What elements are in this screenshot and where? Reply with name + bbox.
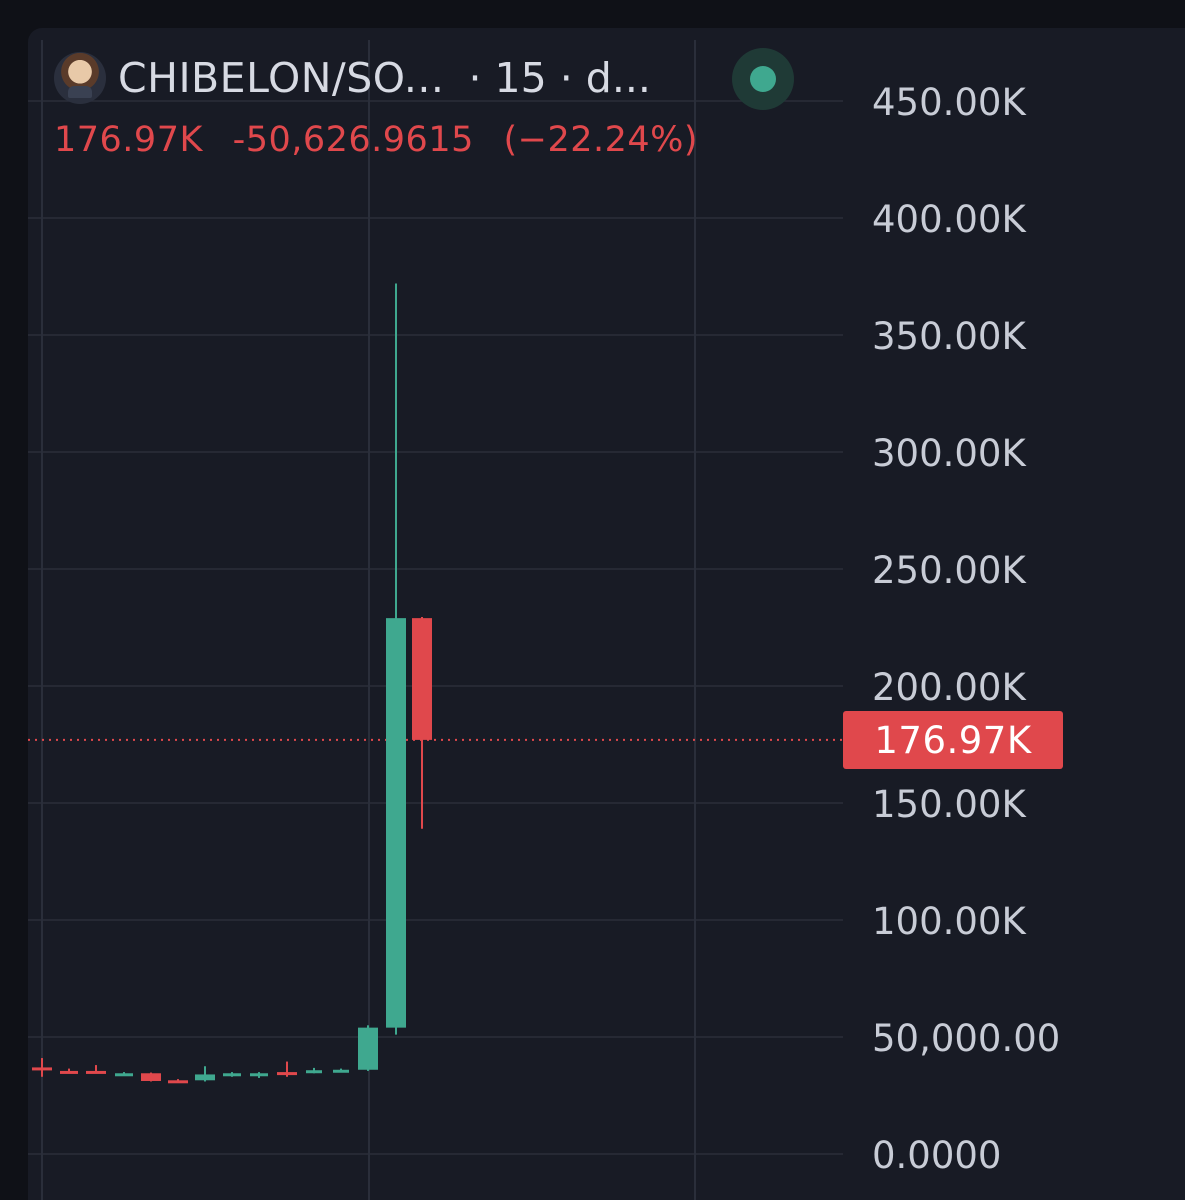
live-status-indicator [732, 48, 794, 110]
candle [333, 1068, 349, 1073]
candle [60, 1068, 78, 1074]
y-tick-label: 250.00K [872, 549, 1027, 592]
candle-body [223, 1073, 241, 1077]
grid-layer [28, 40, 843, 1200]
symbol-header[interactable]: CHIBELON/SO... · 15 · d... [54, 50, 651, 106]
candle-body [250, 1073, 268, 1077]
candle-body [306, 1070, 322, 1074]
candle-body [86, 1070, 106, 1074]
price-change: -50,626.9615 [232, 120, 474, 160]
candle [412, 616, 432, 829]
chart-panel[interactable] [28, 28, 1185, 1200]
candle [250, 1072, 268, 1078]
candle [358, 1025, 378, 1071]
symbol-name[interactable]: CHIBELON/SO... [118, 54, 445, 102]
candle [223, 1072, 241, 1077]
candle [277, 1061, 297, 1077]
candle [86, 1065, 106, 1074]
candle-body [358, 1027, 378, 1070]
candle-body [195, 1074, 215, 1081]
candle-body [386, 618, 406, 1028]
candle [386, 283, 406, 1035]
current-price-tag: 176.97K [843, 711, 1063, 769]
candle [32, 1058, 52, 1077]
price-change-percent: (−22.24%) [503, 120, 699, 160]
candle [306, 1067, 322, 1074]
candle-body [412, 618, 432, 740]
candle-body [32, 1067, 52, 1071]
candle [195, 1066, 215, 1082]
y-tick-label: 400.00K [872, 198, 1027, 241]
y-tick-label: 350.00K [872, 315, 1027, 358]
price-change-legend: 176.97K -50,626.9615 (−22.24%) [54, 120, 716, 160]
candle-body [333, 1069, 349, 1073]
y-tick-label: 50,000.00 [872, 1017, 1060, 1060]
y-tick-label: 300.00K [872, 432, 1027, 475]
price-axis: 0.0000 50,000.00 100.00K 150.00K 200.00K 250.… [872, 81, 1060, 1177]
interval-label[interactable]: · 15 · d... [468, 54, 651, 102]
candle [168, 1079, 188, 1084]
candle-body [168, 1080, 188, 1084]
candle-body [60, 1070, 78, 1074]
y-tick-label: 150.00K [872, 783, 1027, 826]
y-tick-label: 0.0000 [872, 1134, 1001, 1177]
candle-body [277, 1072, 297, 1076]
candle-body [115, 1073, 133, 1077]
last-price: 176.97K [54, 120, 203, 160]
live-dot-icon [750, 66, 776, 92]
y-tick-label: 200.00K [872, 666, 1027, 709]
y-tick-label: 450.00K [872, 81, 1027, 124]
y-tick-label: 100.00K [872, 900, 1027, 943]
candle-layer [32, 283, 432, 1084]
token-avatar-icon [54, 52, 106, 104]
candle-body [141, 1073, 161, 1081]
candle [141, 1072, 161, 1082]
candle [115, 1072, 133, 1077]
